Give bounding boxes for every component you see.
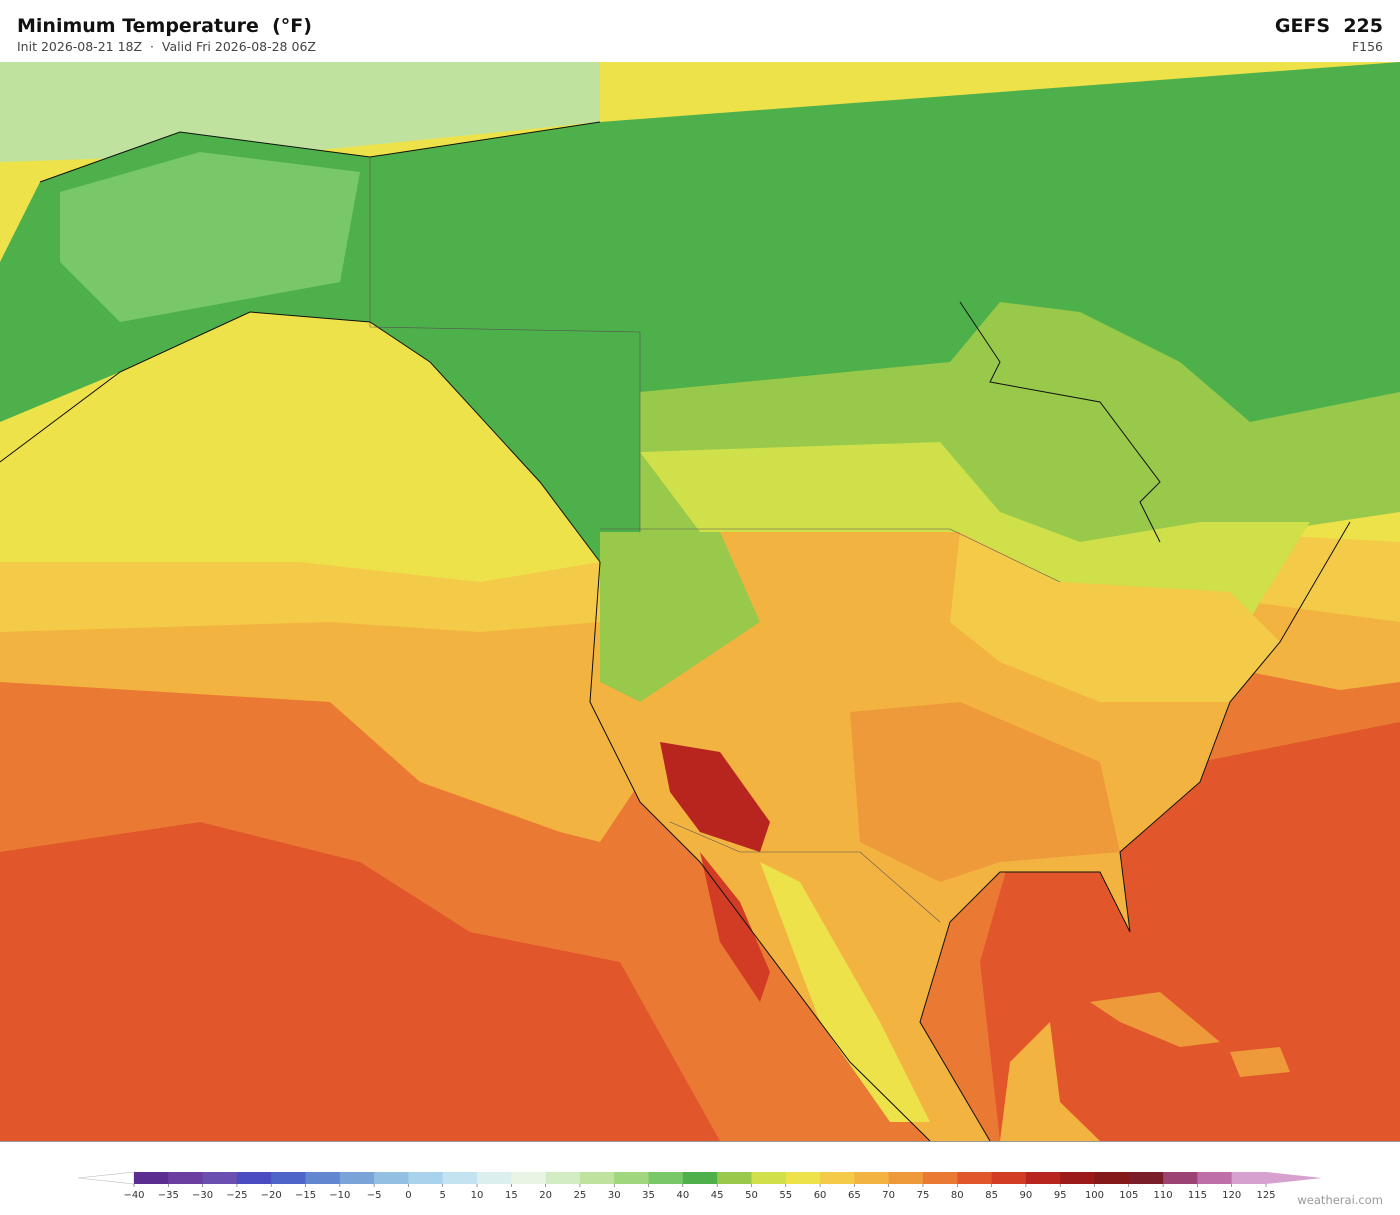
colorbar-tick-label: 60: [814, 1190, 827, 1200]
colorbar-tick-label: 20: [539, 1190, 552, 1200]
colorbar-tick-label: 120: [1222, 1190, 1241, 1200]
colorbar-tick-label: 85: [985, 1190, 998, 1200]
colorbar-tick-label: 30: [608, 1190, 621, 1200]
colorbar-bin: [134, 1172, 169, 1184]
colorbar-bin: [168, 1172, 204, 1184]
colorbar-bin: [339, 1172, 375, 1184]
colorbar-tick-label: 75: [917, 1190, 930, 1200]
colorbar-bin: [442, 1172, 478, 1184]
land-warm: [1000, 1022, 1100, 1141]
colorbar-bin: [1197, 1172, 1233, 1184]
colorbar-tick-label: −5: [367, 1190, 382, 1200]
colorbar-tick-label: 115: [1188, 1190, 1207, 1200]
colorbar-tick-label: 125: [1256, 1190, 1275, 1200]
ocean-band: [1200, 682, 1400, 762]
colorbar-bin: [854, 1172, 890, 1184]
colorbar-bin: [888, 1172, 924, 1184]
colorbar-bin: [408, 1172, 444, 1184]
colorbar-bin: [1231, 1172, 1267, 1184]
border: [369, 157, 1061, 583]
colorbar-tick-label: 65: [848, 1190, 861, 1200]
colorbar-bin: [477, 1172, 512, 1184]
colorbar-tick-label: 100: [1085, 1190, 1104, 1200]
coastline: [959, 301, 1161, 543]
land-mild: [760, 862, 930, 1122]
colorbar-bin: [1060, 1172, 1095, 1184]
colorbar: −40 −35 −30 −25 −20 −15 −10 −5 0 5 10 15 20 25 30 35 40 4…: [77, 1171, 1322, 1200]
colorbar-tick-label: 35: [642, 1190, 655, 1200]
land-cold: [60, 152, 360, 322]
colorbar-bin: [648, 1172, 684, 1184]
land-mild: [950, 532, 1280, 702]
map-title: Minimum Temperature (°F): [17, 15, 312, 37]
colorbar-tick-label: −15: [295, 1190, 316, 1200]
colorbar-bin: [1163, 1172, 1198, 1184]
borders: [369, 157, 1061, 923]
colorbar-tick-label: −10: [329, 1190, 350, 1200]
colorbar-tick-label: 40: [676, 1190, 689, 1200]
colorbar-tick-label: 70: [882, 1190, 895, 1200]
colorbar-bin: [1025, 1172, 1061, 1184]
colorbar-under: [77, 1171, 135, 1185]
colorbar-bin: [751, 1172, 787, 1184]
colorbar-bin: [682, 1172, 718, 1184]
colorbar-tick-label: −35: [158, 1190, 179, 1200]
land-hot: [700, 852, 770, 1002]
colorbar-tick-label: 50: [745, 1190, 758, 1200]
colorbar-tick-label: 90: [1020, 1190, 1033, 1200]
map-edge: [0, 1141, 1400, 1142]
model-name: GEFS 225: [1274, 15, 1383, 37]
colorbar-tick-label: −30: [192, 1190, 213, 1200]
colorbar-tick-label: 45: [711, 1190, 724, 1200]
colorbar-tick-label: 95: [1054, 1190, 1067, 1200]
colorbar-tick-label: 110: [1154, 1190, 1173, 1200]
colorbar-bin: [545, 1172, 581, 1184]
map: [0, 62, 1400, 1141]
colorbar-bin: [991, 1172, 1027, 1184]
colorbar-tick-label: 10: [471, 1190, 484, 1200]
colorbar-bin: [374, 1172, 409, 1184]
colorbar-bin: [614, 1172, 650, 1184]
credit: weatherai.com: [1297, 1193, 1383, 1207]
island: [1230, 1047, 1290, 1077]
colorbar-bin: [202, 1172, 238, 1184]
coastline: [0, 121, 931, 1141]
colorbar-tick-label: −25: [226, 1190, 247, 1200]
colorbar-over: [1266, 1172, 1322, 1184]
colorbar-bin: [922, 1172, 958, 1184]
arctic: [0, 62, 600, 162]
colorbar-tick-label: −20: [261, 1190, 282, 1200]
colorbar-bin: [579, 1172, 615, 1184]
colorbar-bin: [957, 1172, 993, 1184]
land-mild: [600, 532, 760, 702]
colorbar-tick-label: 15: [505, 1190, 518, 1200]
colorbar-bin: [236, 1172, 272, 1184]
colorbar-bin: [1094, 1172, 1130, 1184]
colorbar-tick-label: 25: [574, 1190, 587, 1200]
colorbar-bin: [785, 1172, 821, 1184]
colorbar-bin: [717, 1172, 752, 1184]
ocean-band: [0, 822, 720, 1141]
colorbar-tick-label: 55: [779, 1190, 792, 1200]
colorbar-bin: [1128, 1172, 1164, 1184]
land-warm: [850, 702, 1120, 882]
colorbar-bin: [305, 1172, 341, 1184]
colorbar-bin: [511, 1172, 547, 1184]
colorbar-tick-label: 80: [951, 1190, 964, 1200]
run-info: Init 2026-08-21 18Z · Valid Fri 2026-08-…: [17, 39, 316, 54]
colorbar-tick-label: 5: [440, 1190, 446, 1200]
colorbar-bin: [820, 1172, 855, 1184]
colorbar-tick-label: 0: [405, 1190, 411, 1200]
coastline: [919, 521, 1351, 1141]
island: [1090, 992, 1220, 1047]
land-hot: [660, 742, 770, 852]
colorbar-tick-label: 105: [1119, 1190, 1138, 1200]
forecast-hour: F156: [1351, 39, 1383, 54]
colorbar-bin: [271, 1172, 307, 1184]
colorbar-tick-label: −40: [123, 1190, 144, 1200]
border: [669, 821, 941, 923]
coastlines: [0, 121, 1351, 1141]
